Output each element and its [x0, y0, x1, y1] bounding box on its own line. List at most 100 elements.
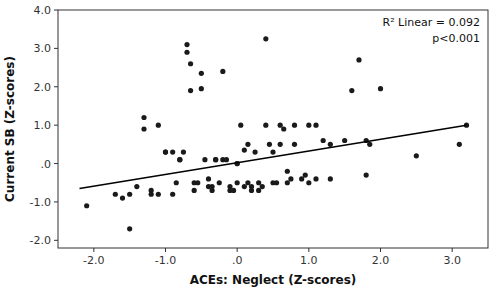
scatter-point: [141, 126, 146, 131]
y-tick-label: 1.0: [34, 119, 52, 132]
scatter-point: [321, 138, 326, 143]
scatter-point: [156, 192, 161, 197]
annotation: p<0.001: [432, 32, 480, 45]
scatter-point: [213, 157, 218, 162]
scatter-point: [149, 192, 154, 197]
scatter-point: [342, 138, 347, 143]
x-tick-label: -1.0: [155, 254, 176, 267]
x-axis-label: ACEs: Neglect (Z-scores): [190, 273, 357, 287]
y-tick-label: -1.0: [30, 196, 51, 209]
y-tick: [54, 240, 58, 241]
y-tick: [54, 125, 58, 126]
y-tick: [54, 48, 58, 49]
scatter-point: [242, 148, 247, 153]
scatter-point: [328, 176, 333, 181]
y-tick: [54, 10, 58, 11]
scatter-point: [188, 88, 193, 93]
plot-frame: [58, 10, 488, 248]
scatter-point: [170, 192, 175, 197]
scatter-point: [303, 172, 308, 177]
scatter-point: [292, 123, 297, 128]
scatter-point: [278, 142, 283, 147]
scatter-point: [181, 149, 186, 154]
scatter-point: [206, 176, 211, 181]
x-tick-label: 1.0: [300, 254, 318, 267]
scatter-point: [156, 123, 161, 128]
scatter-point: [249, 184, 254, 189]
scatter-point: [170, 149, 175, 154]
scatter-point: [163, 149, 168, 154]
scatter-point: [192, 188, 197, 193]
plot-area: [58, 10, 488, 248]
scatter-point: [213, 157, 218, 162]
scatter-point: [231, 188, 236, 193]
scatter-point: [120, 195, 125, 200]
scatter-point: [299, 176, 304, 181]
scatter-point: [209, 184, 214, 189]
annotation: R² Linear = 0.092: [383, 16, 480, 29]
x-tick-label: 2.0: [372, 254, 390, 267]
scatter-point: [174, 180, 179, 185]
scatter-point: [267, 142, 272, 147]
scatter-point: [188, 61, 193, 66]
scatter-point: [349, 88, 354, 93]
x-tick-label: -2.0: [83, 254, 104, 267]
x-tick: [452, 248, 453, 252]
scatter-point: [245, 180, 250, 185]
scatter-point: [306, 180, 311, 185]
scatter-point: [414, 153, 419, 158]
y-tick-label: .0: [41, 158, 52, 171]
y-axis-label: Current SB (Z-scores): [3, 56, 17, 202]
scatter-point: [328, 142, 333, 147]
chart: -2.0-1.0.01.02.03.0-2.0-1.0.01.02.03.04.…: [0, 0, 500, 292]
scatter-point: [313, 176, 318, 181]
y-tick-label: 4.0: [34, 4, 52, 17]
scatter-point: [127, 226, 132, 231]
y-tick: [54, 163, 58, 164]
scatter-point: [292, 142, 297, 147]
y-tick-label: -2.0: [30, 234, 51, 247]
regression-line: [80, 125, 467, 188]
scatter-point: [457, 142, 462, 147]
scatter-point: [195, 180, 200, 185]
scatter-point: [202, 157, 207, 162]
scatter-point: [184, 42, 189, 47]
y-tick-label: 2.0: [34, 81, 52, 94]
scatter-point: [245, 142, 250, 147]
scatter-point: [163, 149, 168, 154]
x-tick: [237, 248, 238, 252]
scatter-point: [84, 203, 89, 208]
scatter-point: [238, 123, 243, 128]
scatter-point: [220, 69, 225, 74]
scatter-point: [134, 184, 139, 189]
x-tick: [165, 248, 166, 252]
scatter-point: [285, 180, 290, 185]
scatter-point: [270, 149, 275, 154]
x-tick: [93, 248, 94, 252]
scatter-point: [263, 123, 268, 128]
scatter-point: [184, 50, 189, 55]
scatter-point: [285, 169, 290, 174]
scatter-point: [235, 180, 240, 185]
scatter-point: [364, 172, 369, 177]
marks: [80, 36, 470, 231]
x-tick-label: 3.0: [443, 254, 461, 267]
scatter-point: [378, 86, 383, 91]
scatter-point: [242, 184, 247, 189]
scatter-point: [127, 192, 132, 197]
scatter-point: [256, 188, 261, 193]
scatter-point: [113, 192, 118, 197]
scatter-point: [278, 123, 283, 128]
scatter-point: [281, 126, 286, 131]
scatter-point: [141, 115, 146, 120]
y-tick: [54, 201, 58, 202]
scatter-point: [313, 123, 318, 128]
x-tick: [380, 248, 381, 252]
scatter-point: [224, 157, 229, 162]
y-tick: [54, 86, 58, 87]
scatter-point: [274, 180, 279, 185]
x-tick: [308, 248, 309, 252]
scatter-point: [177, 157, 182, 162]
scatter-point: [260, 184, 265, 189]
scatter-point: [256, 180, 261, 185]
